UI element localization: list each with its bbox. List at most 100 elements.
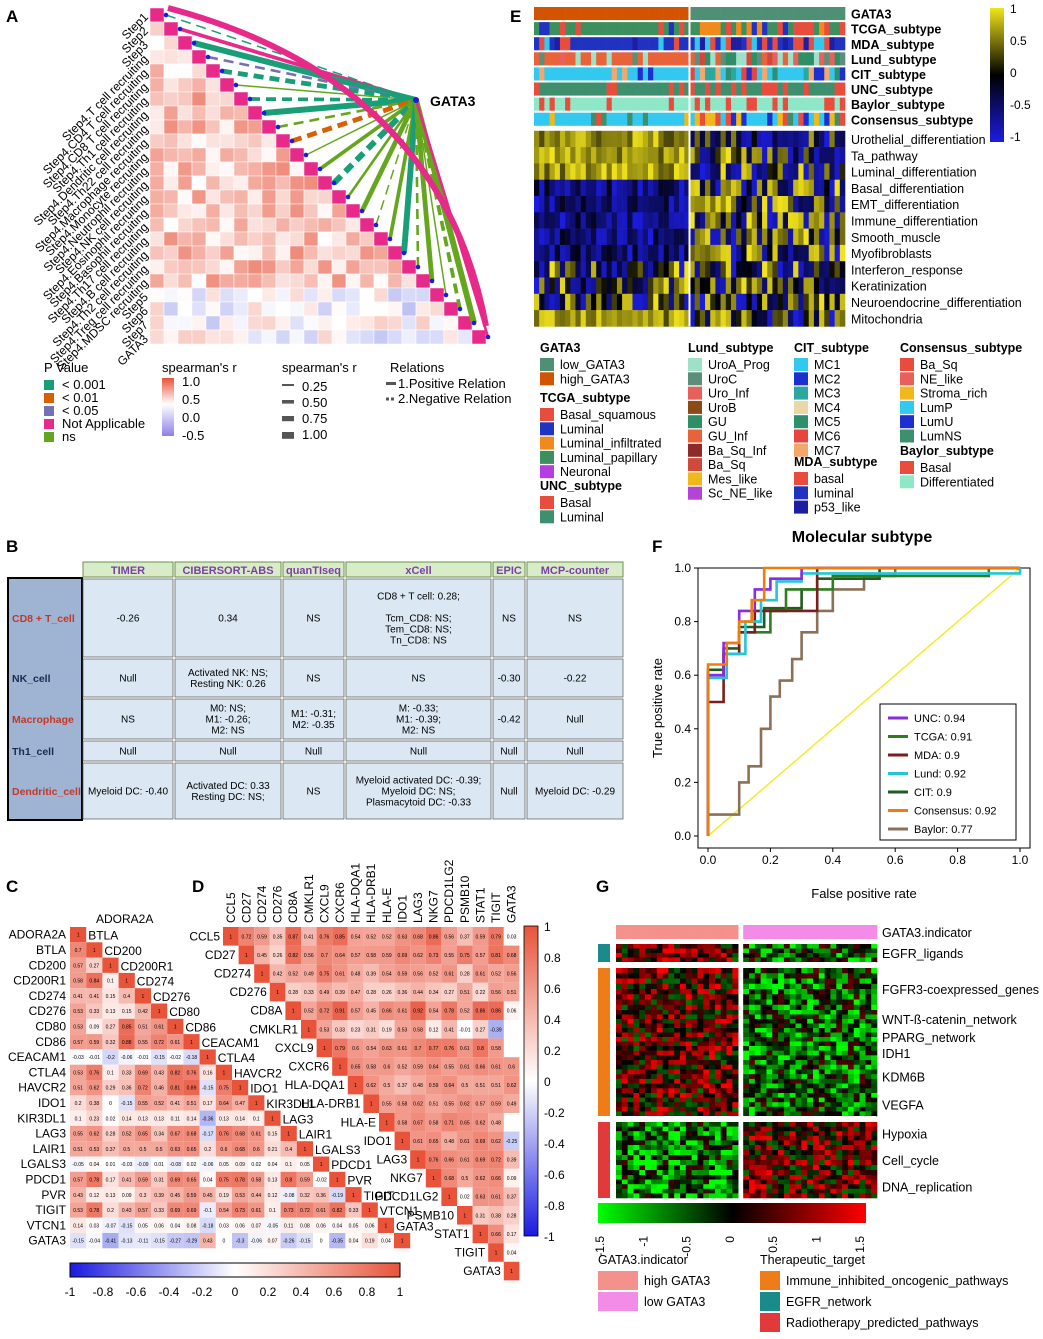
e-heat-cell <box>772 130 778 148</box>
e-annotation-cell <box>834 37 841 51</box>
g-annotation-cell <box>668 925 675 939</box>
e-annotation-cell <box>741 7 747 21</box>
e-heat-cell <box>715 212 721 229</box>
g-heat-cell <box>732 944 739 949</box>
g-heat-cell <box>726 1046 733 1051</box>
c-cell <box>70 1233 87 1249</box>
a-cell <box>415 315 431 331</box>
e-heat-cell <box>762 130 768 148</box>
a-cell <box>149 217 165 233</box>
g-heat-cell <box>865 1083 872 1089</box>
g-heat-cell <box>847 1111 855 1117</box>
g-heat-cell <box>639 1014 646 1020</box>
e-heat-cell <box>585 147 592 164</box>
g-heat-cell <box>824 953 831 958</box>
g-heat-cell <box>668 1102 675 1108</box>
g-heat-cell <box>633 948 640 954</box>
a-target-node <box>413 97 419 103</box>
e-heat-cell <box>648 277 654 295</box>
e-heat-cell <box>762 293 768 311</box>
c-cell-value: 0.72 <box>300 1208 310 1214</box>
g-heat-cell <box>789 944 796 949</box>
g-heat-cell <box>627 944 634 949</box>
g-heat-cell <box>789 1004 796 1011</box>
g-heat-cell <box>783 1023 791 1029</box>
e-heat-cell <box>622 261 628 278</box>
g-heat-cell <box>766 1155 773 1161</box>
g-heat-cell <box>847 1097 855 1103</box>
e-heat-cell <box>565 196 571 213</box>
e-annotation-cell <box>725 67 732 81</box>
e-annotation-cell <box>534 7 540 21</box>
g-heat-cell <box>709 1111 716 1117</box>
g-heat-cell <box>639 983 646 990</box>
c-diag <box>394 1233 411 1249</box>
g-annotation-cell <box>691 925 698 939</box>
c-row-label: CD200 <box>29 958 67 972</box>
g-heat-cell <box>772 1041 779 1047</box>
g-heat-cell <box>645 1155 652 1161</box>
e-heat-cell <box>730 310 737 327</box>
e-annotation-cell <box>756 67 763 81</box>
g-heat-cell <box>836 983 843 990</box>
g-heat-cell <box>865 1064 872 1070</box>
c-cell <box>118 1064 135 1080</box>
g-heat-cell <box>726 989 733 995</box>
g-heat-cell <box>650 983 658 990</box>
b-cell-text: M2: -0.35 <box>292 720 335 731</box>
e-heat-cell <box>668 212 675 229</box>
c-row-label: CD276 <box>29 1004 67 1018</box>
a-relation-line <box>277 98 417 129</box>
c-cell <box>232 1141 249 1157</box>
g-heat-cell <box>726 1111 733 1117</box>
g-heat-cell <box>824 1097 831 1103</box>
g-heat-cell <box>830 978 837 985</box>
a-cell <box>233 301 249 317</box>
d-cell-value: 0.76 <box>444 1046 454 1052</box>
g-heat-cell <box>616 994 623 1000</box>
g-heat-cell <box>720 1135 727 1141</box>
e-heat-cell <box>839 244 846 262</box>
e-annotation-cell <box>580 52 587 66</box>
g-heat-cell <box>760 1078 767 1084</box>
e-heat-cell <box>746 163 752 180</box>
g-heat-cell <box>691 1135 698 1141</box>
c-diag <box>248 1095 265 1111</box>
a-cell <box>163 35 179 51</box>
g-heat-cell <box>749 1078 756 1084</box>
c-cell <box>183 1080 200 1096</box>
c-col-label: IDO1 <box>250 1082 278 1096</box>
e-annotation-cell <box>730 67 737 81</box>
e-heat-cell <box>575 179 581 197</box>
g-heat-cell <box>720 1055 727 1061</box>
g-heat-cell <box>703 1140 710 1146</box>
g-heat-cell <box>685 1037 692 1042</box>
d-cell <box>379 1038 395 1058</box>
c-cell-value: 0.39 <box>154 1193 164 1199</box>
e-heat-cell <box>637 244 644 262</box>
c-cell <box>102 1202 119 1218</box>
e-annotation-cell <box>834 82 841 96</box>
a-cell <box>149 245 165 261</box>
g-heat-cell <box>783 1037 791 1042</box>
g-heat-cell <box>871 1083 878 1089</box>
g-heat-cell <box>778 944 785 949</box>
g-heat-cell <box>783 1078 791 1084</box>
d-diag-value: 1 <box>417 1158 420 1164</box>
g-heat-cell <box>760 994 767 1000</box>
e-heat-cell <box>565 261 571 278</box>
g-heat-cell <box>801 1074 808 1080</box>
g-heat-cell <box>766 1145 773 1151</box>
g-heat-cell <box>830 999 837 1006</box>
g-heat-cell <box>714 1023 722 1029</box>
a-pvalue-label: < 0.001 <box>62 377 106 392</box>
c-row-label: CEACAM1 <box>8 1050 66 1064</box>
a-cell <box>261 287 277 303</box>
e-legend-swatch <box>794 429 808 443</box>
e-heat-cell <box>793 277 799 295</box>
g-heat-cell <box>621 1037 628 1042</box>
g-heat-cell <box>783 1010 791 1015</box>
e-heat-cell <box>539 310 545 327</box>
g-annotation-cell <box>760 925 767 939</box>
g-heat-cell <box>766 1088 773 1094</box>
